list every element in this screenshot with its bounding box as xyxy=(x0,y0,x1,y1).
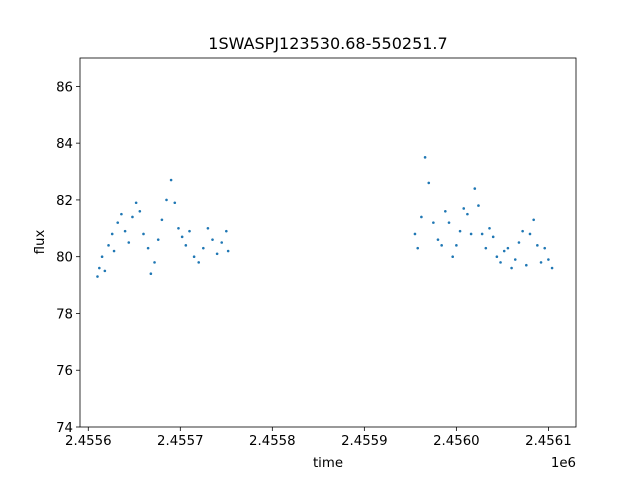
data-point xyxy=(416,246,420,250)
x-axis: 2.4556 2.4557 2.4558 2.4559 2.4560 2.4561 xyxy=(65,427,572,449)
data-point xyxy=(539,261,543,264)
data-point xyxy=(127,241,131,244)
data-point xyxy=(525,263,528,267)
x-tick-label: 2.4557 xyxy=(157,434,204,449)
data-point xyxy=(447,221,451,224)
chart-title: 1SWASPJ123530.68-550251.7 xyxy=(208,34,447,53)
data-point xyxy=(547,258,550,261)
data-point xyxy=(149,272,153,276)
data-point xyxy=(466,212,469,216)
data-point xyxy=(173,201,177,205)
data-point xyxy=(528,232,532,236)
data-point xyxy=(550,266,554,270)
data-point xyxy=(184,244,188,247)
data-point xyxy=(469,232,473,236)
data-point xyxy=(413,232,417,236)
data-point xyxy=(100,255,104,258)
data-point xyxy=(484,246,488,250)
data-point xyxy=(495,255,499,258)
data-point xyxy=(502,249,506,253)
data-point xyxy=(499,261,502,264)
y-tick-label: 78 xyxy=(56,307,73,322)
data-point xyxy=(510,266,513,270)
data-point xyxy=(420,215,423,219)
data-points xyxy=(96,156,554,278)
y-tick-label: 86 xyxy=(56,80,73,95)
x-offset-label: 1e6 xyxy=(551,456,576,471)
data-point xyxy=(477,204,480,207)
data-point xyxy=(462,207,466,210)
data-point xyxy=(436,238,440,241)
data-point xyxy=(521,229,524,233)
data-point xyxy=(116,221,120,224)
data-point xyxy=(532,218,535,222)
y-tick-label: 74 xyxy=(56,421,73,436)
data-point xyxy=(146,246,150,250)
y-tick-label: 76 xyxy=(56,364,73,379)
data-point xyxy=(455,244,458,247)
data-point xyxy=(188,229,191,233)
y-tick-label: 80 xyxy=(56,251,73,266)
data-point xyxy=(491,235,495,239)
data-point xyxy=(517,241,521,244)
data-point xyxy=(156,238,160,241)
data-point xyxy=(506,246,510,250)
x-tick-label: 2.4561 xyxy=(525,434,572,449)
data-point xyxy=(98,266,101,270)
data-point xyxy=(160,218,164,222)
data-point xyxy=(123,229,127,233)
data-point xyxy=(177,227,180,230)
data-point xyxy=(197,261,201,264)
data-point xyxy=(153,261,156,264)
y-axis: 74 76 78 80 82 84 86 xyxy=(56,80,80,436)
data-point xyxy=(543,246,547,250)
x-tick-label: 2.4558 xyxy=(249,434,296,449)
data-point xyxy=(473,187,477,190)
x-tick-label: 2.4559 xyxy=(341,434,388,449)
data-point xyxy=(215,252,219,256)
data-point xyxy=(440,244,443,247)
data-point xyxy=(180,235,184,239)
data-point xyxy=(480,232,484,236)
data-point xyxy=(451,255,454,258)
data-point xyxy=(192,255,196,258)
data-point xyxy=(110,232,114,236)
plot-frame xyxy=(79,57,577,428)
data-point xyxy=(202,246,205,250)
data-point xyxy=(220,241,224,244)
data-point xyxy=(226,249,230,253)
data-point xyxy=(169,178,173,182)
data-point xyxy=(134,201,138,205)
data-point xyxy=(488,227,491,230)
data-point xyxy=(112,249,116,253)
y-tick-label: 84 xyxy=(56,137,73,152)
data-point xyxy=(131,215,134,219)
data-point xyxy=(432,221,435,224)
data-point xyxy=(225,229,228,233)
x-tick-label: 2.4556 xyxy=(65,434,112,449)
data-point xyxy=(103,269,107,273)
data-point xyxy=(427,181,431,185)
data-point xyxy=(513,258,517,261)
data-point xyxy=(206,227,210,230)
data-point xyxy=(458,229,462,233)
y-tick-label: 82 xyxy=(56,194,73,209)
x-axis-label: time xyxy=(313,456,343,471)
x-tick-label: 2.4560 xyxy=(433,434,480,449)
y-axis-label: flux xyxy=(33,230,48,255)
data-point xyxy=(107,244,110,247)
data-point xyxy=(536,244,539,247)
data-point xyxy=(120,212,123,216)
data-point xyxy=(444,209,447,213)
data-point xyxy=(96,275,99,278)
data-point xyxy=(142,232,145,236)
data-point xyxy=(138,209,142,213)
data-point xyxy=(165,198,168,202)
data-point xyxy=(211,238,214,241)
data-point xyxy=(423,156,427,159)
